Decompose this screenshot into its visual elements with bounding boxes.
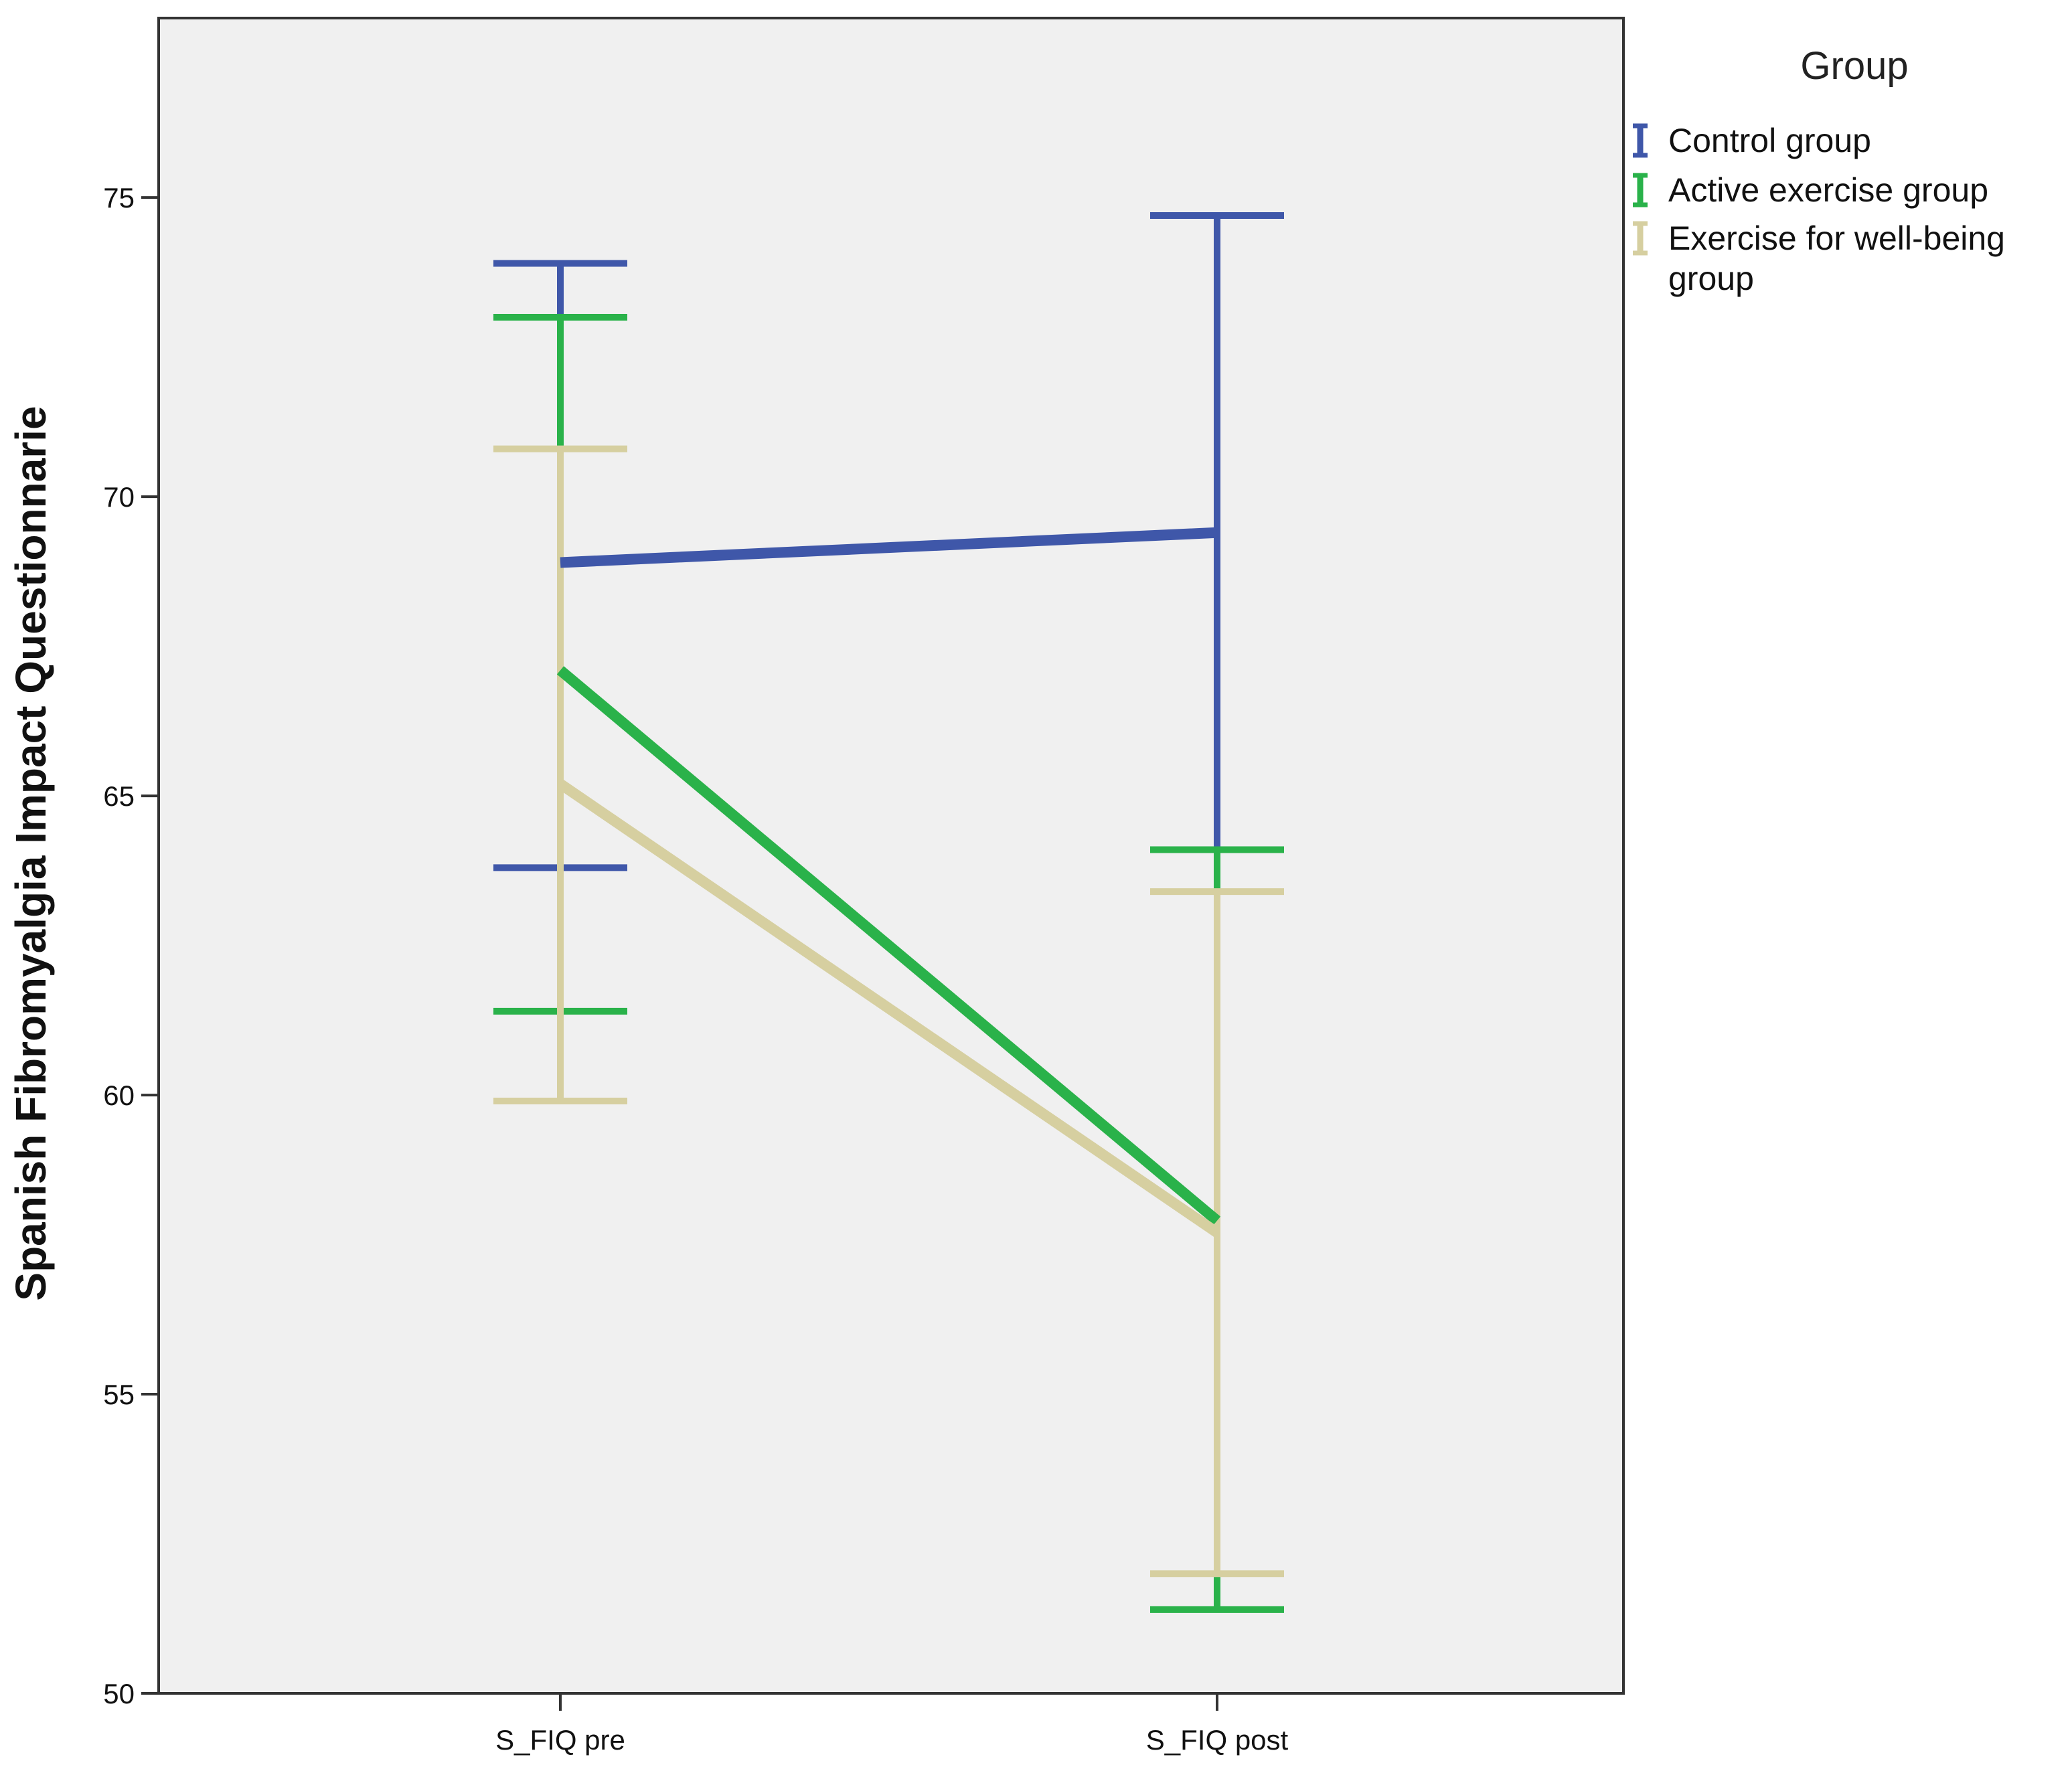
legend-label: Control group (1668, 122, 1871, 159)
legend: Group Control group Active exercise group… (1633, 44, 2005, 297)
series-lines (556, 527, 1221, 1238)
legend-item: Control group (1633, 122, 1871, 159)
legend-item: Active exercise group (1633, 171, 1988, 209)
series-line (556, 666, 1221, 1225)
plot-area (157, 17, 1625, 1695)
y-tick-label: 50 (103, 1678, 135, 1709)
y-tick-label: 70 (103, 481, 135, 513)
series-layer (493, 212, 1284, 1613)
series-line (557, 779, 1220, 1238)
y-axis-title: Spanish Fibromyalgia Impact Questionnari… (7, 406, 55, 1300)
legend-label: Active exercise group (1668, 171, 1988, 209)
legend-label: group (1668, 260, 1754, 297)
y-tick-label: 55 (103, 1379, 135, 1410)
legend-title: Group (1800, 44, 1908, 88)
y-tick-label: 65 (103, 780, 135, 812)
y-tick-label: 75 (103, 182, 135, 214)
x-axis: S_FIQ pre S_FIQ post (495, 1693, 1289, 1756)
legend-label: Exercise for well-being (1668, 220, 2005, 257)
x-tick-label: S_FIQ post (1146, 1724, 1289, 1756)
y-tick-label: 60 (103, 1080, 135, 1111)
series-line (560, 527, 1218, 568)
y-axis: 50 55 60 65 70 75 (103, 182, 159, 1709)
x-tick-label: S_FIQ pre (495, 1724, 625, 1756)
